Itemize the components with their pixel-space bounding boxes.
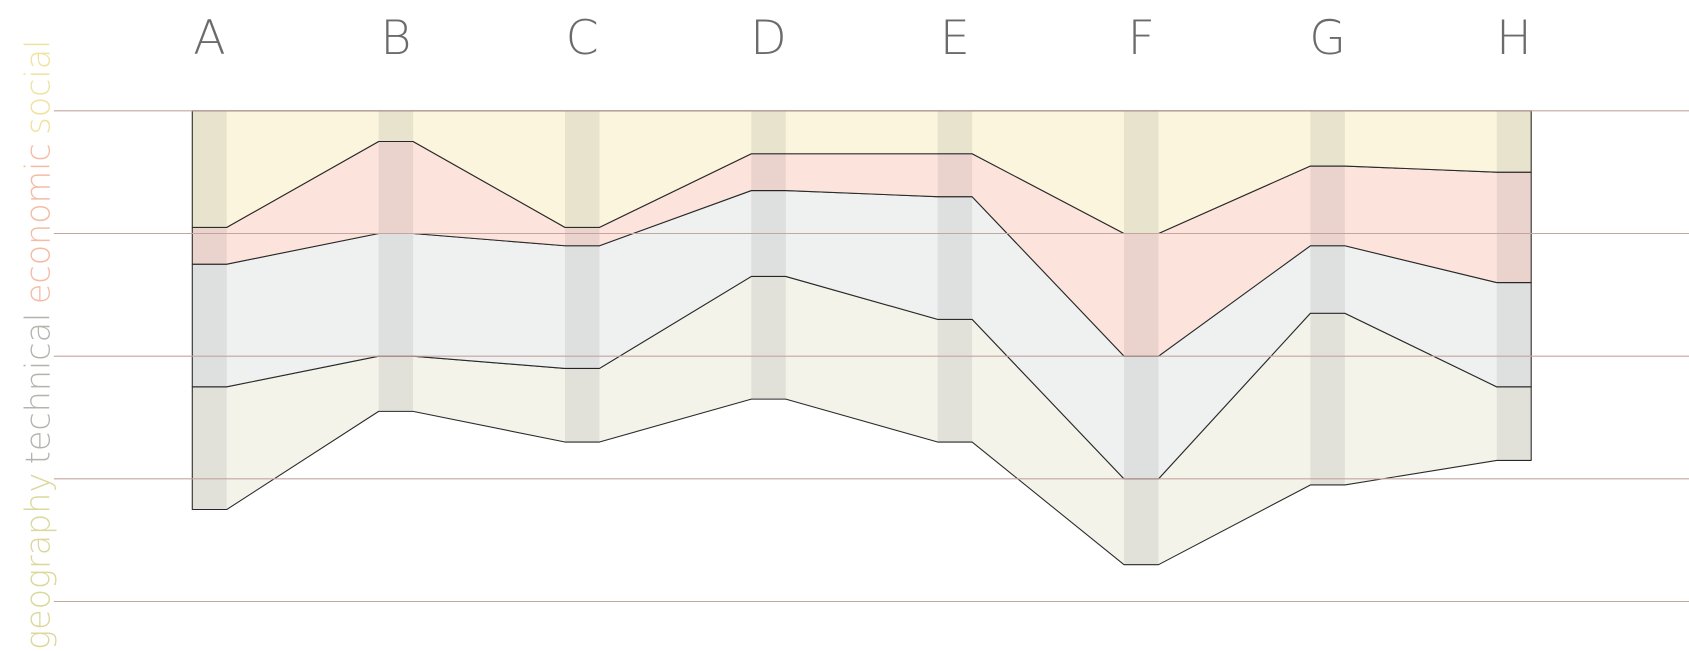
- layer-name: geography: [19, 473, 58, 650]
- layer-column: [192, 386, 227, 510]
- layer-column: [937, 110, 973, 154]
- layer-column: [1124, 110, 1159, 234]
- category-label: D: [750, 11, 786, 66]
- layer-column: [1124, 356, 1159, 479]
- layer-name: technical: [19, 313, 58, 464]
- layer-column: [192, 227, 227, 265]
- side-label: geography technical economic social: [19, 40, 58, 650]
- layer-column: [1496, 172, 1532, 283]
- layer-column: [1496, 386, 1532, 461]
- layer-column: [378, 356, 414, 412]
- layer-column: [751, 276, 786, 400]
- layer-column: [1310, 313, 1345, 485]
- layer-column: [751, 110, 786, 154]
- layer-column: [751, 153, 786, 191]
- layer-column: [192, 264, 227, 387]
- layer-column: [378, 233, 414, 357]
- layer-column: [937, 196, 973, 320]
- category-label: B: [380, 11, 411, 66]
- layer-column: [564, 110, 600, 228]
- layer-column: [1496, 110, 1532, 173]
- category-label: G: [1309, 11, 1346, 66]
- category-label: A: [193, 11, 225, 66]
- layer-name: economic: [19, 143, 58, 304]
- layer-column: [564, 227, 600, 246]
- layer-column: [1310, 110, 1345, 167]
- layer-column: [564, 245, 600, 369]
- category-label: C: [566, 11, 599, 66]
- layer-name: social: [19, 40, 58, 135]
- category-label: H: [1496, 11, 1532, 66]
- layer-column: [1496, 282, 1532, 387]
- layer-column: [378, 110, 414, 142]
- category-label: E: [940, 11, 970, 66]
- layer-column: [1310, 245, 1345, 314]
- layer-column: [1124, 478, 1159, 565]
- layer-column: [192, 110, 227, 228]
- layer-column: [937, 319, 973, 443]
- layer-column: [378, 141, 414, 234]
- layer-column: [564, 368, 600, 443]
- layer-column: [937, 153, 973, 197]
- layer-column: [1310, 166, 1345, 246]
- layer-column: [1124, 233, 1159, 357]
- category-label: F: [1128, 11, 1155, 66]
